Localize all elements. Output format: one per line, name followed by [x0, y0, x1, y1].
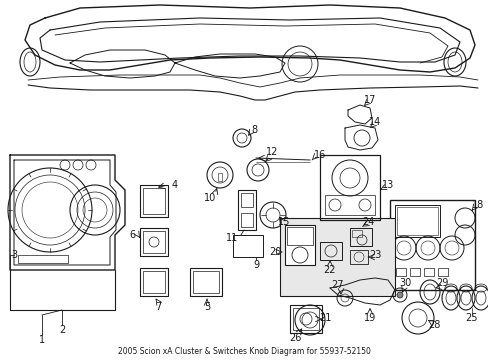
Text: 8: 8 [250, 125, 257, 135]
Bar [142, 271, 164, 293]
Bar [349, 228, 371, 246]
Bar [241, 193, 252, 207]
Bar [140, 185, 168, 217]
Text: 9: 9 [252, 260, 259, 270]
Bar [437, 268, 447, 276]
Bar [142, 231, 164, 253]
Text: 17: 17 [363, 95, 375, 105]
Text: 12: 12 [265, 147, 278, 157]
Text: 15: 15 [277, 217, 289, 227]
Bar [232, 235, 263, 257]
Text: 13: 13 [381, 180, 393, 190]
Text: 2005 Scion xA Cluster & Switches Knob Diagram for 55937-52150: 2005 Scion xA Cluster & Switches Knob Di… [117, 347, 370, 356]
Text: 22: 22 [323, 265, 336, 275]
Bar [238, 190, 256, 230]
Text: 24: 24 [361, 217, 373, 227]
Bar [289, 305, 321, 333]
Text: 4: 4 [172, 180, 178, 190]
Text: 11: 11 [225, 233, 238, 243]
Text: 23: 23 [368, 250, 381, 260]
Text: 25: 25 [465, 313, 477, 323]
Text: 27: 27 [331, 280, 344, 290]
Text: 18: 18 [471, 200, 483, 210]
Bar [395, 268, 405, 276]
Bar [351, 230, 361, 237]
Text: 30: 30 [398, 278, 410, 288]
Bar [319, 242, 341, 260]
Bar [218, 173, 222, 181]
Bar [396, 207, 437, 235]
Bar [409, 268, 419, 276]
Bar [241, 213, 252, 227]
Bar [190, 268, 222, 296]
Text: 2: 2 [59, 325, 65, 335]
Bar [285, 225, 314, 265]
Bar [140, 228, 168, 256]
Bar [142, 188, 164, 214]
Bar [292, 308, 318, 330]
Text: 5: 5 [203, 302, 210, 312]
Bar [280, 218, 394, 296]
Bar [349, 250, 367, 264]
Text: 19: 19 [363, 313, 375, 323]
Text: 7: 7 [155, 302, 161, 312]
Text: 10: 10 [203, 193, 216, 203]
Bar [389, 200, 474, 290]
Text: 28: 28 [427, 320, 439, 330]
Bar [18, 255, 68, 263]
Circle shape [396, 292, 402, 298]
Text: 29: 29 [435, 278, 447, 288]
Text: 14: 14 [368, 117, 380, 127]
Bar [140, 268, 168, 296]
Text: 21: 21 [318, 313, 330, 323]
Text: 20: 20 [268, 247, 281, 257]
Bar [286, 227, 312, 245]
Bar [394, 205, 439, 237]
Text: 6: 6 [129, 230, 135, 240]
Text: 26: 26 [288, 333, 301, 343]
Bar [193, 271, 219, 293]
Bar [423, 268, 433, 276]
Text: 1: 1 [39, 335, 45, 345]
Text: 3: 3 [11, 250, 17, 260]
Bar [325, 195, 374, 215]
Text: 16: 16 [313, 150, 325, 160]
